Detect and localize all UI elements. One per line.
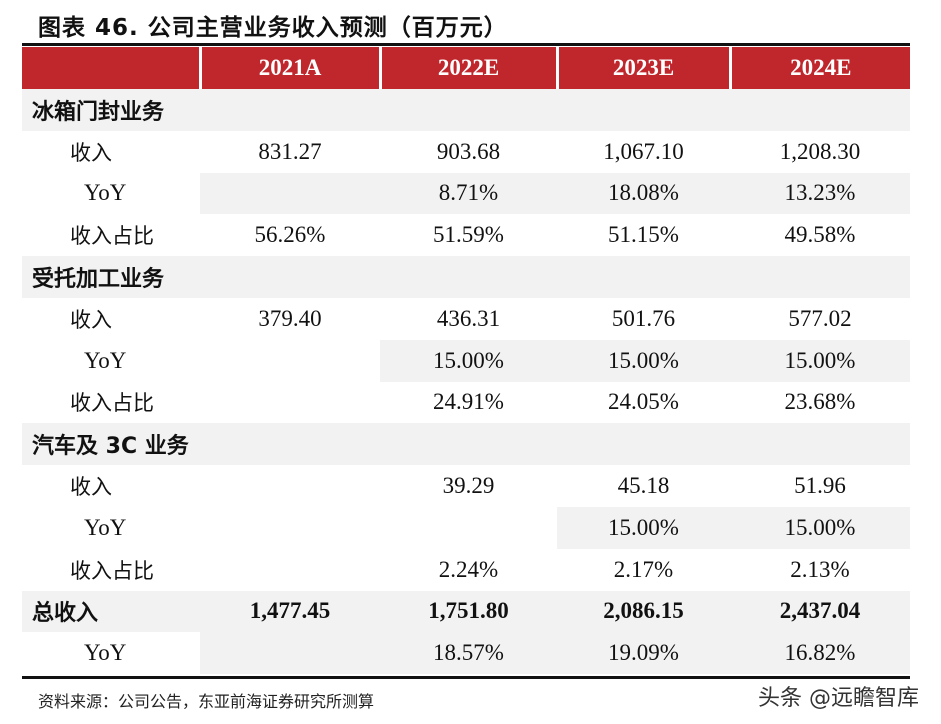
- row-label: 总收入: [22, 590, 200, 633]
- table-cell: 49.58%: [784, 222, 856, 248]
- row-label: YoY: [84, 347, 127, 373]
- revenue-forecast-table: 2021A 2022E 2023E 2024E 冰箱门封业务收入 831.27 90…: [22, 47, 910, 675]
- table-cell: 39.29: [442, 473, 495, 499]
- table-cell: 18.57%: [380, 632, 557, 675]
- row-label: YoY: [84, 640, 127, 666]
- table-cell: 15.00%: [557, 339, 730, 382]
- column-header: 2023E: [555, 47, 730, 89]
- column-header: 2022E: [378, 47, 557, 89]
- table-cell: 2,437.04: [730, 590, 910, 633]
- table-cell: 16.82%: [730, 632, 910, 675]
- table-cell: 436.31: [436, 305, 501, 331]
- header-row: 2021A 2022E 2023E 2024E: [22, 47, 910, 89]
- table-cell: 18.08%: [557, 172, 730, 215]
- table-cell: 379.40: [258, 305, 322, 331]
- top-rule: [22, 43, 910, 46]
- table-cell: [200, 172, 380, 215]
- section-title: 汽车及 3C 业务: [22, 423, 910, 466]
- row-label: 收入占比: [70, 558, 154, 583]
- row-label: 收入: [70, 140, 112, 165]
- table-cell: [200, 465, 380, 507]
- table-row: 收入占比 2.24% 2.17% 2.13%: [22, 549, 910, 591]
- source-note: 资料来源：公司公告，东亚前海证券研究所测算: [38, 692, 375, 711]
- total-yoy-row: YoY 18.57% 19.09% 16.82%: [22, 632, 910, 675]
- table-cell: 15.00%: [730, 339, 910, 382]
- watermark: 头条 @远瞻智库: [758, 686, 919, 711]
- table-cell: 831.27: [258, 138, 322, 164]
- table-cell: 24.91%: [433, 389, 504, 415]
- bottom-rule: [22, 676, 910, 679]
- table-cell: [200, 340, 380, 382]
- table-cell: 23.68%: [784, 389, 856, 415]
- table-cell: 15.00%: [380, 339, 557, 382]
- table-cell: 2.17%: [613, 556, 674, 582]
- table-cell: 501.76: [611, 305, 676, 331]
- table-cell: 2,086.15: [557, 590, 730, 633]
- column-header: 2024E: [728, 47, 910, 89]
- table-cell: 8.71%: [380, 172, 557, 215]
- table-cell: 24.05%: [608, 389, 679, 415]
- table-row: 收入占比 56.26% 51.59% 51.15% 49.58%: [22, 214, 910, 256]
- page-title: 图表 46. 公司主营业务收入预测（百万元）: [38, 15, 508, 41]
- section-row: 汽车及 3C 业务: [22, 423, 910, 466]
- table-cell: 51.15%: [608, 222, 679, 248]
- table-cell: [200, 549, 380, 591]
- table-row: 收入 39.29 45.18 51.96: [22, 465, 910, 507]
- table-row: 收入 379.40 436.31 501.76 577.02: [22, 298, 910, 340]
- table-cell: [200, 632, 380, 675]
- table-cell: 45.18: [617, 473, 670, 499]
- column-header: 2021A: [198, 47, 380, 89]
- table-cell: [200, 382, 380, 424]
- table-cell: 2.24%: [438, 556, 499, 582]
- table-cell: 51.96: [794, 473, 846, 499]
- column-header: [22, 47, 200, 89]
- table-cell: 19.09%: [557, 632, 730, 675]
- row-label: 收入: [70, 475, 112, 500]
- table-cell: 2.13%: [790, 556, 850, 582]
- table-cell: [200, 507, 380, 549]
- section-row: 受托加工业务: [22, 256, 910, 298]
- table-row: 收入占比 24.91% 24.05% 23.68%: [22, 382, 910, 424]
- table-cell: 903.68: [436, 138, 501, 164]
- table-cell: 15.00%: [557, 506, 730, 549]
- section-title: 受托加工业务: [22, 256, 910, 298]
- table-cell: 1,067.10: [603, 138, 684, 164]
- row-label: 收入占比: [70, 391, 154, 416]
- table-row: YoY 15.00% 15.00% 15.00%: [22, 339, 910, 382]
- table-cell: 1,477.45: [200, 590, 380, 633]
- table-cell: 1,208.30: [779, 138, 861, 164]
- row-label: 收入占比: [70, 224, 154, 249]
- table-row: 收入 831.27 903.68 1,067.10 1,208.30: [22, 131, 910, 173]
- section-row: 冰箱门封业务: [22, 89, 910, 131]
- table-cell: 577.02: [788, 305, 852, 331]
- total-row: 总收入 1,477.45 1,751.80 2,086.15 2,437.04: [22, 590, 910, 633]
- table-row: YoY 8.71% 18.08% 13.23%: [22, 172, 910, 215]
- table-cell: 13.23%: [730, 172, 910, 215]
- row-label: YoY: [84, 514, 127, 540]
- table-cell: 1,751.80: [380, 590, 557, 633]
- table-cell: [380, 507, 557, 549]
- row-label: 收入: [70, 307, 112, 332]
- row-label: YoY: [84, 180, 127, 206]
- table-cell: 56.26%: [254, 222, 326, 248]
- table-cell: 15.00%: [730, 506, 910, 549]
- table-row: YoY 15.00% 15.00%: [22, 506, 910, 549]
- table-cell: 51.59%: [433, 222, 504, 248]
- section-title: 冰箱门封业务: [22, 89, 910, 131]
